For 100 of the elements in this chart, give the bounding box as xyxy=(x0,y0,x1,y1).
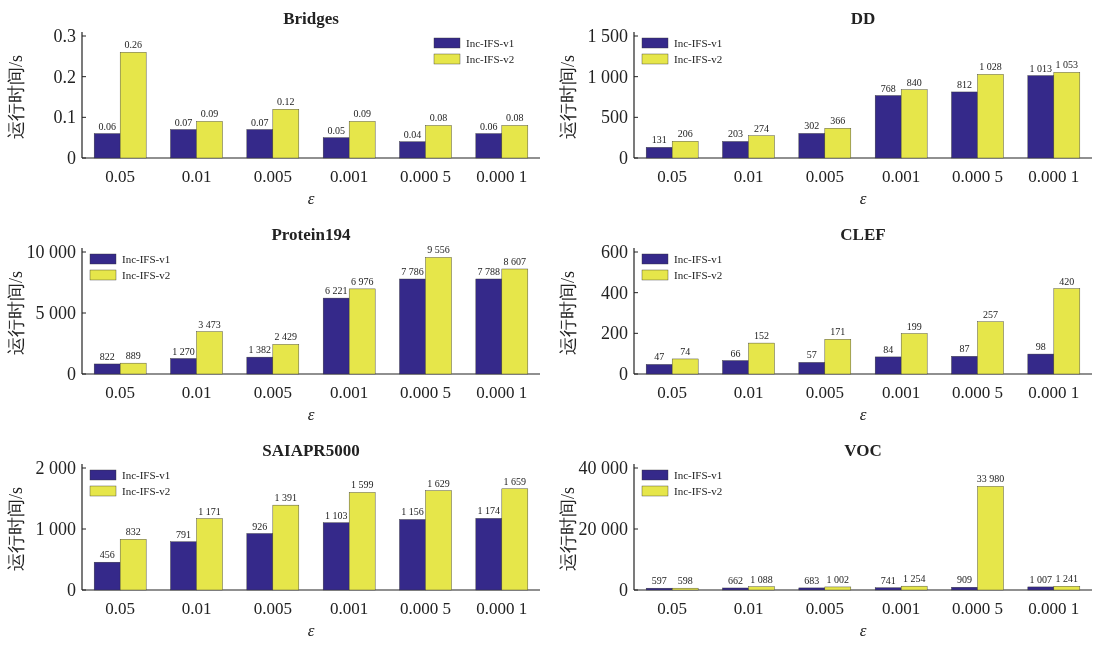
x-axis-title: ε xyxy=(307,189,315,208)
y-tick-label: 0 xyxy=(619,580,628,600)
data-label: 1 241 xyxy=(1055,573,1079,585)
y-tick-label: 0.1 xyxy=(53,107,76,128)
data-label: 6 221 xyxy=(324,285,348,297)
y-tick-label: 0 xyxy=(67,148,76,168)
data-label: 3 473 xyxy=(198,318,221,330)
x-tick-label: 0.000 5 xyxy=(400,599,451,618)
legend-label: Inc-IFS-v1 xyxy=(122,469,171,481)
y-tick-label: 1 000 xyxy=(587,66,628,87)
x-tick-label: 0.005 xyxy=(253,167,292,186)
y-tick-label: 0 xyxy=(67,580,76,600)
data-label: 74 xyxy=(680,345,691,357)
y-axis-title: 运行时间/s xyxy=(6,270,26,356)
x-tick-label: 0.000 5 xyxy=(952,167,1003,186)
y-tick-label: 5 000 xyxy=(35,303,76,323)
y-tick-label: 0.2 xyxy=(53,66,76,87)
x-tick-label: 0.05 xyxy=(657,383,688,402)
y-tick-label: 600 xyxy=(601,242,628,262)
data-label: 1 002 xyxy=(826,573,850,585)
chart-title: VOC xyxy=(844,441,882,460)
data-label: 598 xyxy=(677,575,693,587)
data-label: 366 xyxy=(830,115,846,127)
data-label: 1 171 xyxy=(198,505,221,517)
data-label: 1 599 xyxy=(350,479,374,491)
legend-label: Inc-IFS-v1 xyxy=(674,469,723,481)
data-label: 47 xyxy=(654,351,665,363)
legend-label: Inc-IFS-v2 xyxy=(122,485,171,497)
data-label: 1 174 xyxy=(477,505,501,517)
y-tick-label: 20 000 xyxy=(578,519,628,539)
x-tick-label: 0.005 xyxy=(805,383,844,402)
data-label: 152 xyxy=(754,330,769,342)
data-label: 420 xyxy=(1059,275,1075,287)
chart-title: CLEF xyxy=(840,225,886,244)
x-tick-label: 0.01 xyxy=(733,383,764,402)
legend-label: Inc-IFS-v2 xyxy=(674,485,723,497)
data-label: 1 382 xyxy=(248,344,272,356)
x-tick-label: 0.000 1 xyxy=(1028,383,1080,402)
data-label: 889 xyxy=(125,350,141,362)
x-tick-label: 0.005 xyxy=(805,167,844,186)
y-tick-label: 0 xyxy=(67,364,76,384)
data-label: 0.08 xyxy=(429,112,448,124)
x-tick-label: 0.000 5 xyxy=(400,167,451,186)
data-label: 1 013 xyxy=(1029,62,1053,74)
x-tick-label: 0.01 xyxy=(181,383,212,402)
y-tick-label: 2 000 xyxy=(35,458,76,478)
legend-label: Inc-IFS-v1 xyxy=(674,253,723,265)
x-tick-label: 0.005 xyxy=(253,599,292,618)
x-tick-label: 0.005 xyxy=(805,599,844,618)
x-tick-label: 0.000 5 xyxy=(952,383,1003,402)
y-tick-label: 40 000 xyxy=(578,458,628,478)
legend-label: Inc-IFS-v2 xyxy=(466,53,515,65)
data-label: 0.05 xyxy=(327,124,345,136)
y-tick-label: 200 xyxy=(601,323,628,344)
x-tick-label: 0.01 xyxy=(181,599,212,618)
x-tick-label: 0.001 xyxy=(882,599,921,618)
data-label: 1 254 xyxy=(902,573,926,585)
data-label: 6 976 xyxy=(350,275,374,287)
data-label: 0.09 xyxy=(200,108,219,120)
data-label: 812 xyxy=(957,78,972,90)
data-label: 1 088 xyxy=(750,573,773,585)
data-label: 768 xyxy=(880,82,896,94)
data-label: 597 xyxy=(651,575,667,587)
y-tick-label: 10 000 xyxy=(26,242,76,262)
x-tick-label: 0.001 xyxy=(882,383,921,402)
data-label: 302 xyxy=(804,120,820,132)
data-label: 199 xyxy=(906,320,922,332)
data-label: 0.07 xyxy=(174,116,193,128)
data-label: 1 270 xyxy=(172,345,195,357)
data-label: 1 028 xyxy=(979,61,1002,73)
data-label: 0.06 xyxy=(98,120,116,132)
y-tick-label: 1 500 xyxy=(587,26,628,46)
chart-title: Protein194 xyxy=(271,225,351,244)
x-tick-label: 0.001 xyxy=(882,167,921,186)
x-tick-label: 0.000 1 xyxy=(1028,599,1080,618)
data-label: 0.08 xyxy=(506,112,524,124)
chart-title: DD xyxy=(850,9,876,28)
legend-label: Inc-IFS-v2 xyxy=(674,53,723,65)
legend-label: Inc-IFS-v2 xyxy=(122,269,171,281)
data-label: 456 xyxy=(99,549,115,561)
y-axis-title: 运行时间/s xyxy=(558,54,578,140)
x-tick-label: 0.01 xyxy=(733,167,764,186)
data-label: 87 xyxy=(959,343,970,355)
data-label: 1 103 xyxy=(324,509,348,521)
y-tick-label: 0 xyxy=(619,364,628,384)
data-label: 1 156 xyxy=(401,506,424,518)
data-label: 8 607 xyxy=(503,255,527,267)
data-label: 57 xyxy=(806,349,817,361)
data-label: 257 xyxy=(983,308,998,320)
data-label: 741 xyxy=(880,574,896,586)
x-axis-title: ε xyxy=(859,621,867,640)
data-label: 206 xyxy=(677,128,693,140)
legend-label: Inc-IFS-v1 xyxy=(122,253,171,265)
data-label: 66 xyxy=(730,347,741,359)
data-label: 1 659 xyxy=(503,475,527,487)
x-tick-label: 0.05 xyxy=(105,599,136,618)
x-tick-label: 0.000 5 xyxy=(400,383,451,402)
data-label: 203 xyxy=(728,128,743,140)
data-label: 822 xyxy=(99,350,115,362)
x-tick-label: 0.001 xyxy=(330,383,369,402)
